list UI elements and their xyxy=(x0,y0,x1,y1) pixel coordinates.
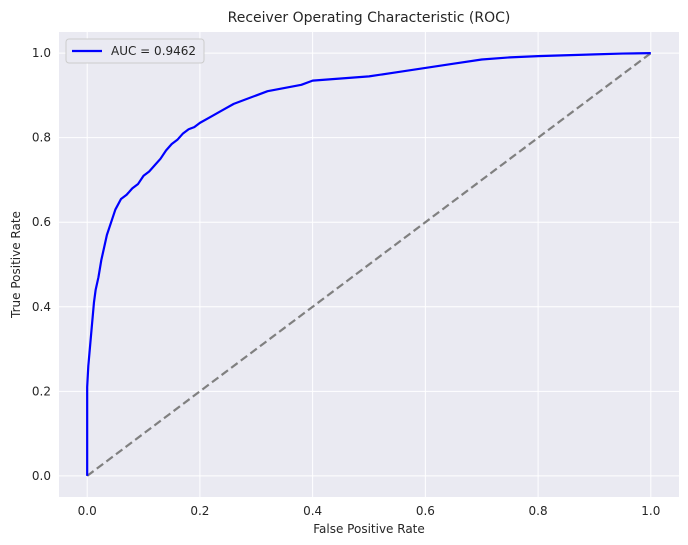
x-tick-label: 0.6 xyxy=(416,504,435,518)
y-tick-label: 0.4 xyxy=(32,300,51,314)
series-layer xyxy=(86,52,652,477)
legend-entry-auc: AUC = 0.9462 xyxy=(111,44,196,58)
y-tick-label: 0.6 xyxy=(32,215,51,229)
roc-curve-line xyxy=(86,52,651,476)
chance-diagonal-line xyxy=(86,52,652,477)
x-tick-label: 1.0 xyxy=(641,504,660,518)
x-tick-label: 0.8 xyxy=(529,504,548,518)
y-tick-label: 0.2 xyxy=(32,384,51,398)
x-tick-label: 0.0 xyxy=(78,504,97,518)
legend-box xyxy=(65,38,205,64)
x-axis-label: False Positive Rate xyxy=(313,522,425,536)
x-tick-label: 0.2 xyxy=(190,504,209,518)
grid xyxy=(59,32,679,497)
y-axis-label: True Positive Rate xyxy=(9,211,23,319)
x-tick-label: 0.4 xyxy=(303,504,322,518)
legend: AUC = 0.9462 xyxy=(65,38,205,64)
y-tick-label: 0.0 xyxy=(32,469,51,483)
chart-title: Receiver Operating Characteristic (ROC) xyxy=(228,10,511,26)
y-tick-label: 0.8 xyxy=(32,131,51,145)
tick-labels: 0.0 0.2 0.4 0.6 0.8 1.0 0.0 0.2 0.4 0.6 0.8 1.0 xyxy=(32,46,660,518)
y-tick-label: 1.0 xyxy=(32,46,51,60)
